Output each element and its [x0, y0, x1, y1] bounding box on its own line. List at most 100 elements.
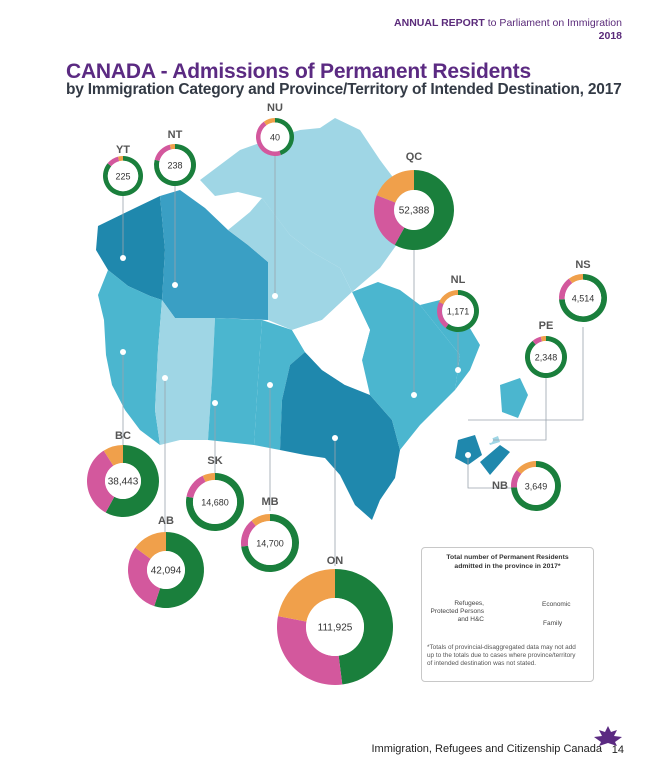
leader-lines: [122, 151, 584, 566]
donut-total-nl: 1,171: [447, 307, 470, 317]
province-label-on: ON: [327, 555, 344, 567]
donut-hole-nt: [159, 149, 191, 181]
legend-family-label: Family: [543, 620, 563, 627]
donut-nt: 238 NT: [154, 129, 196, 186]
donut-ns: 4,514 NS: [559, 259, 608, 322]
map-region-qc: [352, 282, 460, 450]
province-label-nt: NT: [168, 129, 183, 141]
legend-note: *Totals of provincial-disaggregated data…: [427, 644, 589, 669]
donut-slice-on-2: [278, 569, 335, 622]
donut-slice-bc-1: [86, 450, 115, 513]
donut-hole-yt: [107, 160, 139, 192]
map-region-bc: [98, 270, 162, 445]
province-label-nb: NB: [492, 480, 508, 492]
legend-note-line1: *Totals of provincial-disaggregated data…: [427, 644, 576, 651]
legend-title: Total number of Permanent Residents admi…: [422, 553, 593, 571]
donut-slice-mb-2: [251, 514, 270, 527]
donut-total-nt: 238: [167, 161, 182, 171]
province-label-qc: QC: [406, 151, 423, 163]
province-label-bc: BC: [115, 430, 131, 442]
legend-note-line2: up to the totals due to cases where prov…: [427, 652, 576, 660]
map-region-mb: [254, 320, 305, 450]
footer-agency: Immigration, Refugees and Citizenship Ca…: [371, 743, 602, 755]
donut-charts: 225 YT 238 NT 40 NU 52,388 QC 1,171 NL 4,514 NS 2,34…: [86, 102, 608, 685]
report-header: ANNUAL REPORT to Parliament on Immigrati…: [394, 17, 622, 43]
map-region-yt: [96, 196, 165, 300]
donut-slice-nb-1: [511, 470, 522, 488]
hudson-bay: [292, 292, 370, 385]
donut-slice-ns-2: [568, 274, 583, 284]
province-label-nu: NU: [267, 102, 283, 114]
donut-slice-yt-2: [118, 156, 123, 162]
province-label-pe: PE: [539, 320, 554, 332]
donut-yt: 225 YT: [103, 144, 144, 196]
donut-slice-nl-2: [438, 290, 458, 305]
donut-slice-ns-1: [559, 278, 573, 300]
map-region-on: [280, 352, 400, 520]
donut-on: 111,925 ON: [276, 555, 394, 685]
donut-bc: 38,443 BC: [86, 430, 160, 517]
donut-slice-mb-1: [241, 520, 256, 547]
donut-hole-pe: [530, 341, 562, 373]
donut-slice-nu-0: [275, 118, 295, 156]
page-subtitle: by Immigration Category and Province/Ter…: [66, 81, 622, 98]
donut-slice-sk-2: [202, 473, 215, 483]
map-region-sk: [208, 318, 262, 445]
donut-slice-bc-0: [105, 445, 160, 517]
donut-total-yt: 225: [115, 172, 130, 182]
donut-qc: 52,388 QC: [374, 151, 454, 250]
donut-hole-on: [306, 598, 364, 656]
province-label-ns: NS: [575, 259, 590, 271]
legend-note-line3: of intended destination was not stated.: [427, 660, 537, 668]
canada-map: [96, 118, 528, 520]
donut-slice-on-0: [335, 569, 394, 685]
legend-refugees-line1: Refugees,: [454, 600, 484, 607]
donut-total-mb: 14,700: [256, 539, 284, 549]
donut-total-on: 111,925: [318, 623, 353, 634]
donut-total-nb: 3,649: [525, 482, 548, 492]
donut-total-bc: 38,443: [108, 477, 139, 488]
legend-refugees-label: Refugees, Protected Persons and H&C: [428, 600, 484, 624]
page-number: 14: [611, 744, 624, 756]
legend-box: Total number of Permanent Residents admi…: [421, 547, 594, 682]
map-region-ab: [155, 300, 215, 445]
donut-slice-nl-1: [437, 302, 449, 328]
donut-total-qc: 52,388: [399, 206, 430, 217]
donut-slice-sk-1: [186, 475, 206, 498]
map-arctic-islands: [200, 118, 410, 292]
donut-slice-nl-0: [445, 290, 479, 332]
donut-nu: 40 NU: [255, 102, 295, 157]
donut-slice-bc-2: [103, 445, 123, 466]
donut-slice-qc-2: [376, 170, 414, 203]
map-region-ns: [480, 445, 510, 475]
donut-total-ns: 4,514: [572, 294, 595, 304]
donut-slice-nu-2: [263, 118, 275, 126]
donut-slice-yt-1: [107, 156, 120, 167]
legend-refugees-line2: Protected Persons: [430, 608, 484, 615]
donut-total-pe: 2,348: [535, 353, 558, 363]
legend-economic-label: Economic: [542, 601, 571, 608]
donut-slice-qc-0: [394, 170, 454, 250]
province-label-mb: MB: [261, 496, 278, 508]
donut-hole-nu: [260, 122, 290, 152]
province-label-yt: YT: [116, 144, 130, 156]
map-region-nu: [228, 198, 352, 330]
donut-mb: 14,700 MB: [241, 496, 299, 572]
donut-nb: 3,649 NB: [492, 461, 562, 512]
donut-total-ab: 42,094: [151, 566, 182, 577]
province-label-sk: SK: [207, 455, 222, 467]
donut-slice-pe-1: [532, 336, 543, 345]
donut-hole-nl: [442, 295, 474, 327]
donut-hole-ab: [147, 551, 185, 589]
legend-refugees-line3: and H&C: [457, 616, 484, 623]
province-label-ab: AB: [158, 515, 174, 527]
donut-slice-ab-0: [154, 532, 205, 608]
donut-sk: 14,680 SK: [185, 455, 244, 531]
donut-hole-qc: [394, 190, 434, 230]
map-markers: [120, 255, 493, 458]
donut-slice-qc-1: [374, 195, 405, 246]
donut-slice-nt-1: [154, 144, 172, 162]
legend-title-line2: admitted in the province in 2017*: [454, 563, 561, 570]
donut-hole-mb: [247, 520, 293, 566]
